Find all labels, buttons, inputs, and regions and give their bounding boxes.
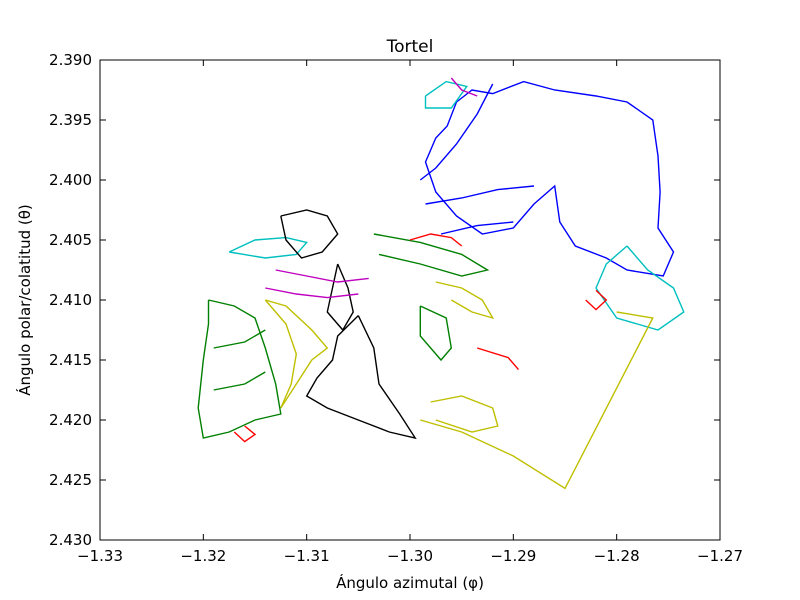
series-line <box>430 395 499 433</box>
series-line <box>197 299 282 439</box>
series-line <box>435 281 495 320</box>
series-line <box>440 221 514 235</box>
x-tick-label: −1.29 <box>490 547 536 565</box>
series-line <box>409 233 463 247</box>
series-line <box>476 347 520 371</box>
series-line <box>425 185 535 205</box>
series-line <box>373 233 490 277</box>
y-tick-label: 2.395 <box>49 111 92 129</box>
y-tick-label: 2.430 <box>49 531 92 549</box>
y-axis-label: Ángulo polar/colatitud (θ) <box>15 204 34 396</box>
y-tick-label: 2.410 <box>49 291 92 309</box>
series-line <box>595 245 685 331</box>
series-line <box>228 236 308 259</box>
ticks-layer: −1.33 −1.32 −1.31 −1.30 −1.29 −1.28 −1.27 2.390… <box>49 51 743 565</box>
y-tick-label: 2.400 <box>49 171 92 189</box>
series-line <box>305 315 417 440</box>
series-line <box>419 83 494 181</box>
series-line <box>326 263 354 332</box>
y-tick-label: 2.425 <box>49 471 92 489</box>
y-tick-label: 2.415 <box>49 351 92 369</box>
x-tick-label: −1.30 <box>387 547 433 565</box>
series-line <box>424 80 468 109</box>
chart-title: Tortel <box>386 37 434 57</box>
series-line <box>585 289 608 311</box>
x-tick-label: −1.28 <box>594 547 640 565</box>
series-line <box>264 299 329 409</box>
series-line <box>213 329 266 349</box>
x-tick-label: −1.32 <box>180 547 226 565</box>
y-tick-label: 2.390 <box>49 51 92 69</box>
series-line <box>450 77 478 97</box>
series-line <box>265 287 359 299</box>
series-line <box>420 311 654 490</box>
y-tick-label: 2.420 <box>49 411 92 429</box>
x-tick-label: −1.27 <box>697 547 743 565</box>
x-axis-label: Ángulo azimutal (φ) <box>336 573 484 592</box>
series-line <box>275 269 369 283</box>
series-line <box>424 80 675 277</box>
series-layer <box>197 77 685 490</box>
x-tick-label: −1.31 <box>284 547 330 565</box>
series-line <box>280 209 339 259</box>
y-tick-label: 2.405 <box>49 231 92 249</box>
series-line <box>213 371 266 391</box>
series-line <box>419 305 453 362</box>
x-tick-label: −1.33 <box>77 547 123 565</box>
series-line <box>233 425 257 443</box>
